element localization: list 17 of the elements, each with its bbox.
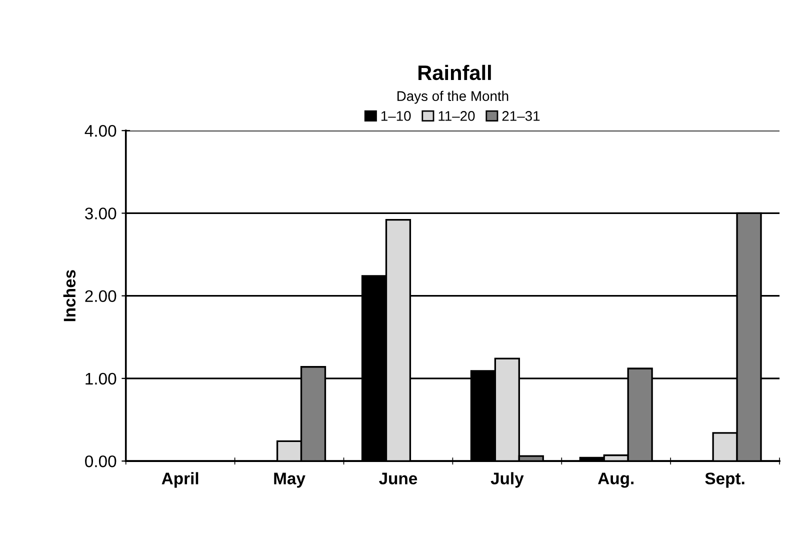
x-tick-label: Sept. — [705, 472, 744, 488]
y-tick-label: 1.00 — [86, 372, 116, 385]
x-tick-label: Aug. — [598, 472, 634, 488]
y-tick-label: 4.00 — [84, 124, 116, 137]
y-tick-label: 2.00 — [85, 290, 116, 302]
legend-label: 1–10 — [381, 111, 411, 121]
y-tick-label: 3.00 — [85, 208, 116, 220]
x-tick-label: June — [379, 472, 418, 484]
y-tick-label: 0.00 — [85, 455, 116, 468]
legend-title: Days of the Month — [397, 90, 508, 104]
x-tick-label: May — [274, 472, 306, 488]
y-axis-title: Inches — [63, 270, 76, 322]
legend-label: 11–20 — [438, 111, 475, 121]
chart-title: Rainfall — [418, 64, 491, 80]
legend-label: 21–31 — [502, 111, 540, 121]
x-tick-label: April — [162, 472, 198, 488]
x-tick-label: July — [490, 472, 524, 488]
